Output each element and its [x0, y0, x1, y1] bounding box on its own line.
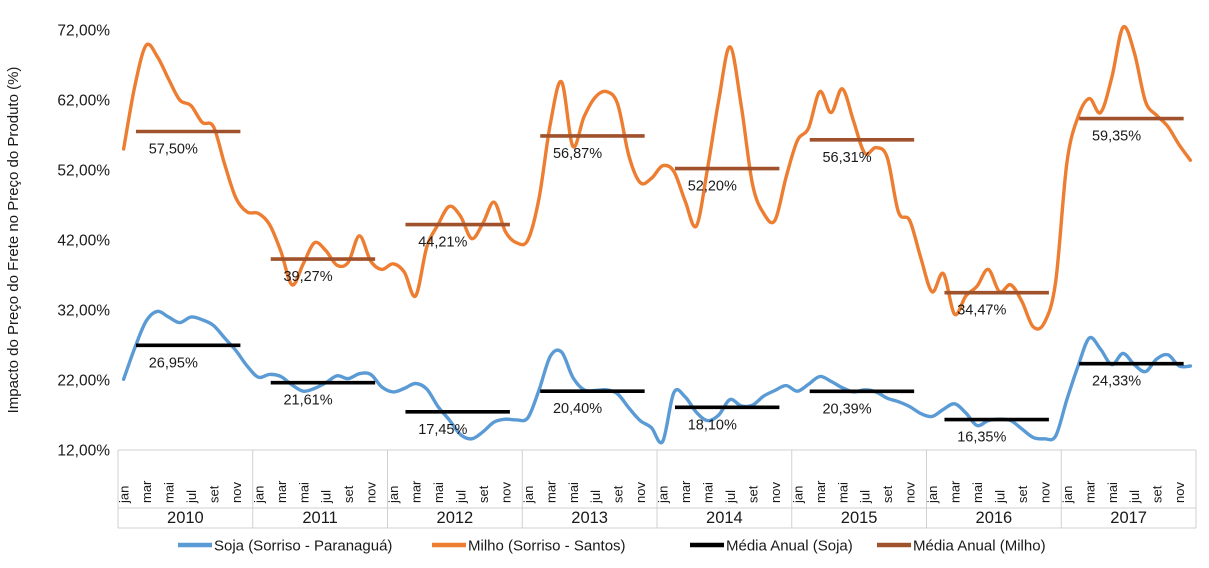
x-axis-month-label: mai	[162, 482, 177, 503]
x-axis-month-label: jan	[925, 486, 940, 504]
x-axis-year-label: 2010	[167, 509, 204, 527]
annual-average-label-soja: 20,39%	[822, 401, 871, 417]
x-axis-month-label: set	[1015, 485, 1030, 503]
x-axis-month-label: jan	[386, 486, 401, 504]
x-axis-month-label: jan	[117, 486, 132, 504]
x-axis-month-label: jan	[656, 486, 671, 504]
x-axis-month-label: set	[611, 485, 626, 503]
x-axis-month-label: jul	[858, 490, 873, 504]
annual-average-label-milho: 39,27%	[283, 269, 332, 285]
annual-average-label-milho: 56,87%	[553, 146, 602, 162]
x-axis-month-label: jul	[1127, 490, 1142, 504]
x-axis-month-label: mai	[566, 482, 581, 503]
x-axis-month-label: mai	[835, 482, 850, 503]
x-axis-month-label: nov	[498, 482, 513, 503]
x-axis-month-label: mar	[678, 480, 693, 503]
x-axis-month-label: jan	[251, 486, 266, 504]
x-axis-month-label: mar	[139, 480, 154, 503]
x-axis-month-label: jul	[184, 490, 199, 504]
annual-average-label-milho: 59,35%	[1092, 129, 1141, 145]
x-axis-month-label: jul	[992, 490, 1007, 504]
x-axis-year-label: 2016	[976, 509, 1013, 527]
x-axis-month-label: jul	[319, 490, 334, 504]
x-axis-month-label: jul	[588, 490, 603, 504]
x-axis-month-label: jul	[723, 490, 738, 504]
y-axis-tick-label: 72,00%	[57, 23, 110, 40]
annual-average-label-milho: 34,47%	[957, 303, 1006, 319]
y-axis-tick-labels: 12,00% 22,00% 32,00% 42,00% 52,00% 62,00% 72,0…	[57, 23, 110, 460]
x-axis-month-label: jul	[453, 490, 468, 504]
x-axis-month-label: set	[206, 485, 221, 503]
x-axis-month-label: jan	[790, 486, 805, 504]
annual-average-label-soja: 18,10%	[688, 417, 737, 433]
annual-average-label-milho: 57,50%	[149, 142, 198, 158]
x-axis-month-label: mai	[970, 482, 985, 503]
x-axis-month-label: mar	[543, 480, 558, 503]
y-axis-title-group: Impacto do Preço do Frete no Preço do Pr…	[5, 67, 22, 414]
annual-average-label-soja: 21,61%	[283, 393, 332, 409]
legend-label: Média Anual (Milho)	[913, 538, 1046, 555]
x-axis-month-label: nov	[1037, 482, 1052, 503]
annual-average-label-milho: 52,20%	[688, 179, 737, 195]
x-axis-month-label: nov	[364, 482, 379, 503]
x-axis-month-label: nov	[229, 482, 244, 503]
x-axis-month-label: mar	[813, 480, 828, 503]
x-axis-month-label: mar	[274, 480, 289, 503]
annual-average-label-milho: 56,31%	[822, 150, 871, 166]
legend-label: Soja (Sorriso - Paranaguá)	[214, 538, 392, 555]
annual-average-label-soja: 20,40%	[553, 401, 602, 417]
y-axis-title: Impacto do Preço do Frete no Preço do Pr…	[5, 67, 22, 414]
x-axis-year-label: 2014	[706, 509, 743, 527]
x-axis-year-label: 2012	[437, 509, 474, 527]
x-axis-month-label: mai	[701, 482, 716, 503]
x-axis-month-label: mar	[409, 480, 424, 503]
y-axis-tick-label: 22,00%	[57, 373, 110, 390]
x-axis-month-label: nov	[1172, 482, 1187, 503]
x-axis-month-label: set	[880, 485, 895, 503]
y-axis-tick-label: 42,00%	[57, 233, 110, 250]
y-axis-tick-label: 12,00%	[57, 443, 110, 460]
annual-average-label-soja: 24,33%	[1092, 374, 1141, 390]
series-line-milho	[121, 24, 1193, 331]
x-axis-year-label: 2017	[1110, 509, 1147, 527]
x-axis-month-label: mai	[296, 482, 311, 503]
x-axis-month-label: mai	[1105, 482, 1120, 503]
annual-average-label-soja: 26,95%	[149, 355, 198, 371]
x-axis-month-label: nov	[768, 482, 783, 503]
x-axis-month-label: mar	[948, 480, 963, 503]
x-axis-month-label: mai	[431, 482, 446, 503]
x-axis-year-label: 2015	[841, 509, 878, 527]
x-axis-month-label: nov	[903, 482, 918, 503]
x-axis-month-label: set	[476, 485, 491, 503]
y-axis-tick-label: 62,00%	[57, 93, 110, 110]
legend-label: Média Anual (Soja)	[726, 538, 853, 555]
x-axis-month-label: nov	[633, 482, 648, 503]
annual-average-label-soja: 16,35%	[957, 430, 1006, 446]
annual-average-label-soja: 17,45%	[418, 422, 467, 438]
annual-average-lines-group	[135, 116, 1184, 422]
annual-average-labels-group: 57,50% 39,27% 44,21% 56,87% 52,20% 56,31% 34,4…	[149, 129, 1142, 446]
y-axis-tick-label: 32,00%	[57, 303, 110, 320]
x-axis-month-label: jan	[1060, 486, 1075, 504]
x-axis-year-label: 2011	[302, 509, 337, 527]
y-axis-tick-label: 52,00%	[57, 163, 110, 180]
x-axis-month-label: set	[341, 485, 356, 503]
x-axis-month-label: mar	[1082, 480, 1097, 503]
legend-label: Milho (Sorriso - Santos)	[468, 538, 626, 555]
x-axis-month-label: jan	[521, 486, 536, 504]
x-axis-month-label: set	[1150, 485, 1165, 503]
annual-average-label-milho: 44,21%	[418, 235, 467, 251]
x-axis-year-label: 2013	[571, 509, 608, 527]
chart-legend: Soja (Sorriso - Paranaguá) Milho (Sorriso…	[178, 538, 1046, 555]
x-axis-month-label: set	[745, 485, 760, 503]
